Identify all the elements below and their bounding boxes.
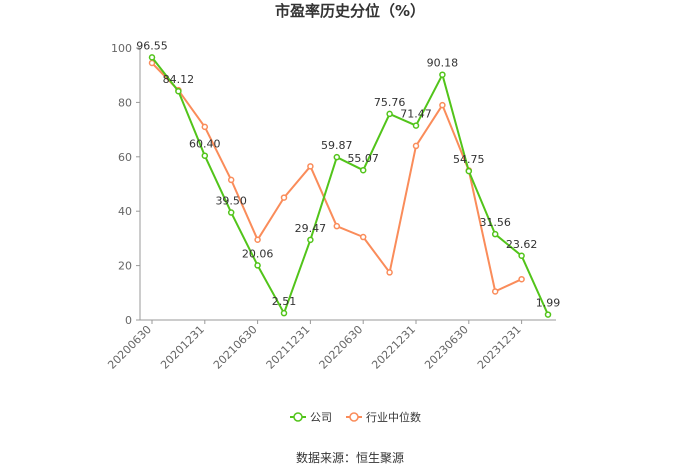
x-tick-label: 20210630 (211, 323, 260, 372)
data-label: 31.56 (479, 216, 511, 229)
x-tick-label: 20221231 (369, 323, 418, 372)
data-label: 54.75 (453, 153, 485, 166)
data-label: 1.99 (536, 297, 561, 310)
data-point (227, 176, 235, 184)
data-label: 96.55 (136, 39, 168, 52)
data-label: 20.06 (242, 247, 274, 260)
legend-marker (349, 412, 359, 422)
data-label: 90.18 (427, 57, 459, 70)
y-tick-label: 40 (118, 205, 132, 218)
data-point (544, 311, 552, 318)
data-point (201, 123, 209, 131)
data-point (333, 153, 341, 161)
data-label: 59.87 (321, 139, 353, 152)
data-label: 39.50 (215, 195, 247, 208)
data-point (175, 87, 182, 95)
data-point (491, 288, 499, 295)
data-labels: 96.5584.1260.4039.5020.062.5129.4759.875… (136, 39, 560, 309)
legend-item-1[interactable]: 行业中位数 (346, 410, 421, 424)
data-point (386, 110, 393, 118)
source-note: 数据来源：恒生聚源 (296, 450, 404, 465)
y-tick-label: 80 (118, 96, 132, 109)
series-line-1 (151, 62, 523, 293)
data-point (280, 309, 288, 317)
data-point (439, 71, 446, 78)
y-tick-label: 100 (111, 42, 132, 55)
data-label: 60.40 (189, 138, 221, 151)
series-layer (148, 54, 552, 318)
data-point (359, 166, 367, 174)
data-point (491, 230, 499, 238)
data-point (280, 194, 288, 201)
data-label: 75.76 (374, 96, 406, 109)
x-tick-label: 20200630 (105, 323, 154, 372)
x-tick-label: 20201231 (158, 323, 207, 372)
data-point (148, 54, 156, 61)
data-label: 29.47 (295, 222, 327, 235)
data-point (201, 152, 209, 159)
data-point (333, 222, 341, 230)
data-point (412, 122, 420, 129)
data-point (254, 236, 261, 244)
legend-item-0[interactable]: 公司 (290, 411, 332, 424)
data-label: 71.47 (400, 108, 432, 121)
legend-marker (293, 412, 303, 422)
legend[interactable]: 公司 行业中位数 (290, 410, 421, 424)
x-tick-label: 20220630 (317, 323, 366, 372)
data-label: 23.62 (506, 238, 538, 251)
data-point (386, 269, 393, 276)
y-tick-label: 0 (125, 314, 132, 327)
chart-title: 市盈率历史分位（%） (275, 2, 425, 20)
data-point (227, 209, 235, 216)
data-point (439, 101, 446, 109)
data-point (254, 262, 261, 269)
legend-label: 公司 (310, 411, 332, 424)
series-line-0 (151, 56, 549, 316)
x-tick-label: 20211231 (264, 323, 313, 372)
data-point (307, 236, 314, 244)
data-label: 2.51 (272, 295, 297, 308)
x-tick-label: 20230630 (422, 323, 471, 372)
x-axis: 20200630 20201231 20210630 20211231 20220630… (105, 319, 556, 372)
x-tick-label: 20231231 (475, 323, 524, 372)
legend-label: 行业中位数 (366, 410, 421, 424)
y-tick-label: 20 (118, 260, 132, 273)
data-point (307, 163, 314, 170)
y-tick-label: 60 (118, 151, 132, 164)
data-point (465, 167, 473, 175)
data-point (412, 142, 420, 150)
data-point (359, 233, 367, 241)
data-point (518, 252, 525, 260)
data-label: 55.07 (347, 152, 379, 165)
y-axis: 0 20 40 60 80 100 (111, 42, 141, 327)
data-point (518, 275, 525, 283)
data-label: 84.12 (163, 73, 195, 86)
